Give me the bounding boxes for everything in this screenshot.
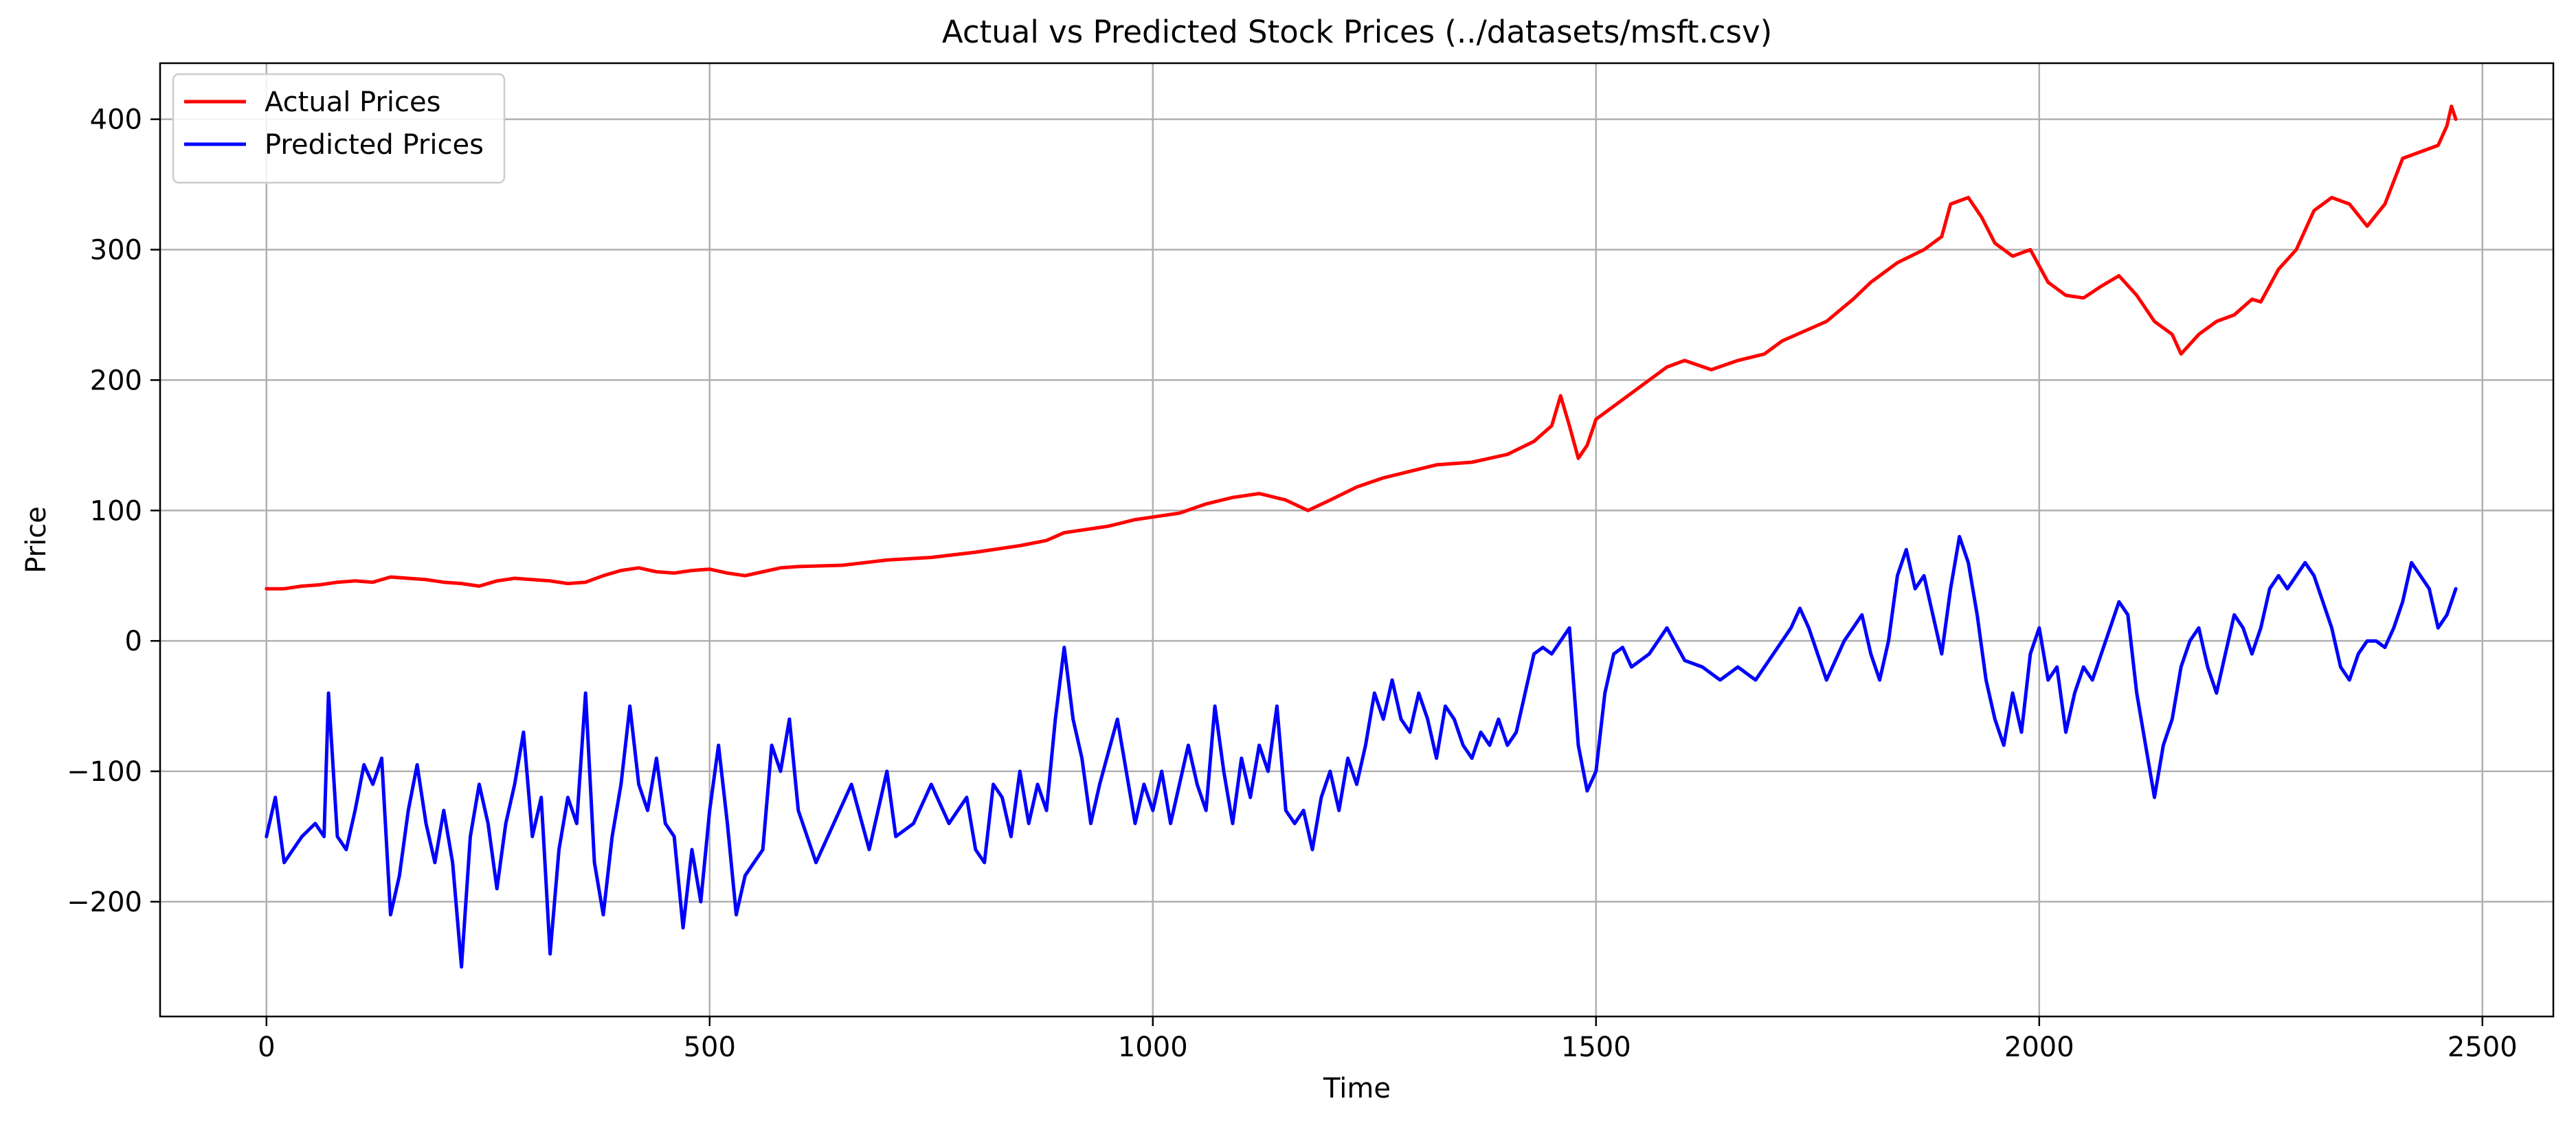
y-tick-label: 400 <box>90 104 142 136</box>
y-tick-label: 300 <box>90 235 142 266</box>
x-tick-label: 1000 <box>1118 1032 1188 1063</box>
y-tick-label: −200 <box>67 887 142 918</box>
axis-ticks: 0 500 1000 1500 2000 2500 −200 −100 0 100 200 300 40… <box>67 104 2518 1063</box>
legend-label-actual: Actual Prices <box>265 87 440 118</box>
legend-box <box>172 73 506 184</box>
plot-frame <box>159 62 2555 1018</box>
legend: Actual Prices Predicted Prices <box>172 73 506 184</box>
y-axis-label: Price <box>21 506 52 573</box>
series-line-predicted <box>265 534 2458 969</box>
legend-label-predicted: Predicted Prices <box>265 129 484 161</box>
series-line-actual <box>265 104 2458 591</box>
x-tick-label: 2000 <box>2004 1032 2074 1063</box>
y-tick-label: 0 <box>125 626 142 657</box>
x-tick-label: 0 <box>258 1032 275 1063</box>
x-tick-label: 1500 <box>1561 1032 1631 1063</box>
x-tick-label: 2500 <box>2448 1032 2518 1063</box>
plot-series <box>265 104 2458 969</box>
y-tick-label: −100 <box>67 756 142 788</box>
y-tick-label: 200 <box>90 365 142 396</box>
gridlines <box>160 63 2553 1016</box>
x-tick-label: 500 <box>684 1032 736 1063</box>
chart-title: Actual vs Predicted Stock Prices (../dat… <box>942 14 1772 50</box>
x-axis-label: Time <box>1323 1073 1391 1104</box>
y-tick-label: 100 <box>90 495 142 527</box>
